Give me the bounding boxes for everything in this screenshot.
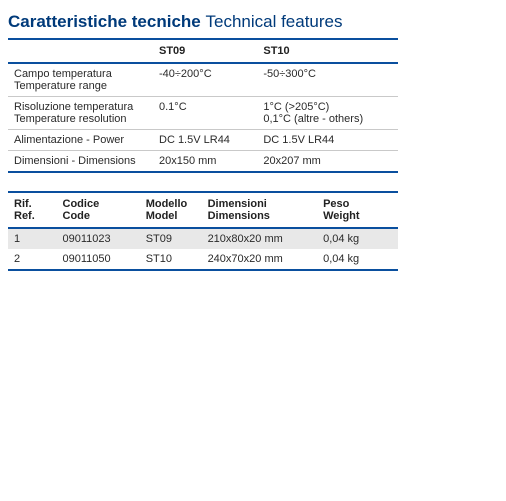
cell-dim: 210x80x20 mm	[202, 228, 318, 249]
specs-table: ST09 ST10 Campo temperatura Temperature …	[8, 38, 398, 173]
spec-st09: DC 1.5V LR44	[153, 130, 257, 151]
models-h-dim: Dimensioni Dimensions	[202, 192, 318, 228]
spec-st09: 20x150 mm	[153, 151, 257, 173]
models-table: Rif. Ref. Codice Code Modello Model Dime…	[8, 191, 398, 271]
cell-model: ST10	[140, 249, 202, 270]
title-en: Technical features	[205, 12, 342, 31]
spec-label-it: Risoluzione temperatura	[14, 101, 147, 113]
spec-st10: DC 1.5V LR44	[257, 130, 398, 151]
spec-label-en: Temperature range	[14, 80, 147, 92]
models-h-model: Modello Model	[140, 192, 202, 228]
cell-weight: 0,04 kg	[317, 228, 398, 249]
models-row: 1 09011023 ST09 210x80x20 mm 0,04 kg	[8, 228, 398, 249]
specs-row: Risoluzione temperatura Temperature reso…	[8, 97, 398, 130]
models-h-code: Codice Code	[57, 192, 140, 228]
spec-st10-l2: 0,1°C (altre - others)	[263, 113, 392, 125]
spec-label-it: Campo temperatura	[14, 68, 147, 80]
models-h-ref: Rif. Ref.	[8, 192, 57, 228]
spec-st10: 20x207 mm	[257, 151, 398, 173]
specs-h1: ST09	[153, 39, 257, 63]
cell-ref: 1	[8, 228, 57, 249]
cell-ref: 2	[8, 249, 57, 270]
specs-h2: ST10	[257, 39, 398, 63]
specs-h0	[8, 39, 153, 63]
title-it: Caratteristiche tecniche	[8, 12, 201, 31]
cell-weight: 0,04 kg	[317, 249, 398, 270]
models-row: 2 09011050 ST10 240x70x20 mm 0,04 kg	[8, 249, 398, 270]
specs-row: Dimensioni - Dimensions 20x150 mm 20x207…	[8, 151, 398, 173]
cell-code: 09011050	[57, 249, 140, 270]
cell-dim: 240x70x20 mm	[202, 249, 318, 270]
specs-row: Alimentazione - Power DC 1.5V LR44 DC 1.…	[8, 130, 398, 151]
spec-st10-l1: 1°C (>205°C)	[263, 101, 392, 113]
cell-model: ST09	[140, 228, 202, 249]
cell-code: 09011023	[57, 228, 140, 249]
spec-label-it: Alimentazione - Power	[14, 134, 147, 146]
models-h-weight: Peso Weight	[317, 192, 398, 228]
spec-label-en: Temperature resolution	[14, 113, 147, 125]
spec-label-it: Dimensioni - Dimensions	[14, 155, 147, 167]
spec-st09: -40÷200°C	[153, 63, 257, 97]
spec-st09: 0.1°C	[153, 97, 257, 130]
specs-row: Campo temperatura Temperature range -40÷…	[8, 63, 398, 97]
spec-st10: -50÷300°C	[257, 63, 398, 97]
page-title: Caratteristiche tecniche Technical featu…	[8, 12, 498, 32]
